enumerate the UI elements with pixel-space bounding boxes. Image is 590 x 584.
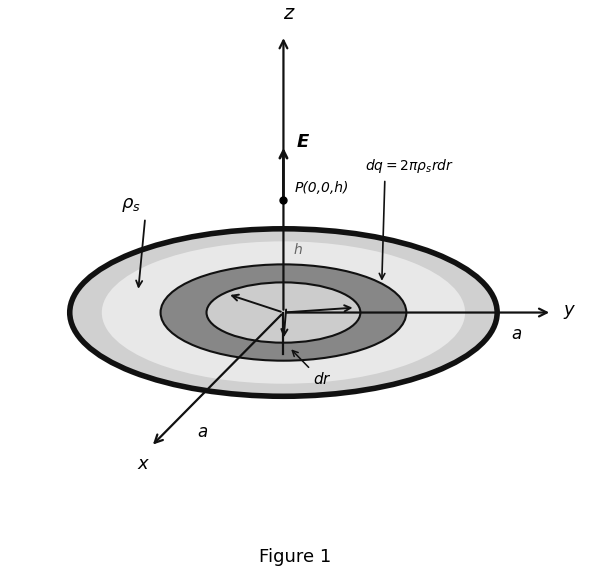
Text: Figure 1: Figure 1 (259, 548, 331, 565)
Text: E: E (296, 133, 309, 151)
Text: $dr$: $dr$ (313, 371, 332, 387)
Text: $dq=2\pi\rho_s rdr$: $dq=2\pi\rho_s rdr$ (365, 157, 454, 175)
Text: z: z (283, 4, 293, 23)
Text: a: a (512, 325, 522, 343)
Ellipse shape (160, 265, 407, 361)
Text: $\rho_s$: $\rho_s$ (121, 196, 140, 214)
Ellipse shape (206, 283, 360, 343)
Text: y: y (563, 301, 574, 319)
Text: P(0,0,h): P(0,0,h) (295, 181, 349, 195)
Ellipse shape (102, 241, 465, 384)
Text: h: h (294, 244, 303, 258)
Text: a: a (197, 423, 207, 441)
Text: x: x (137, 455, 148, 473)
Ellipse shape (70, 229, 497, 397)
